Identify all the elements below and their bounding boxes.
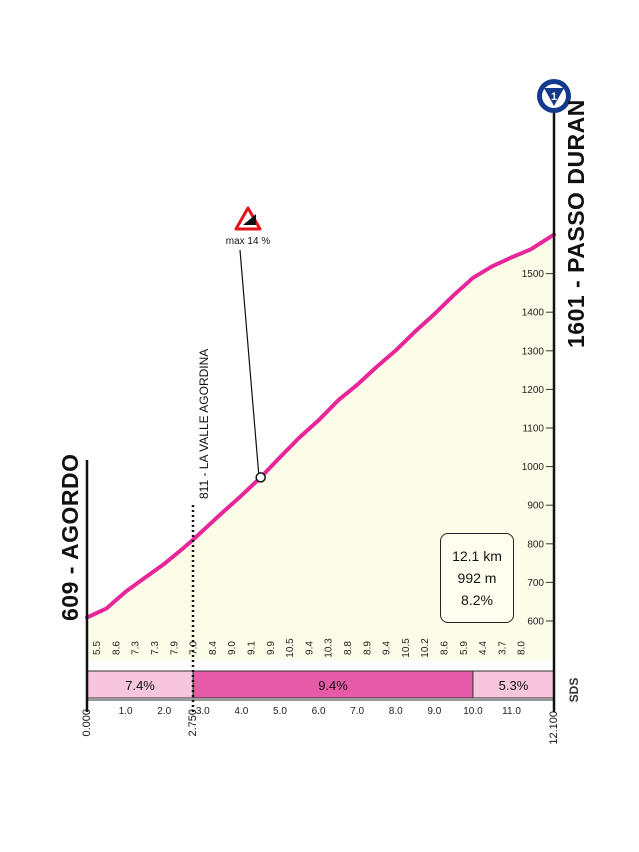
gradient-label: 9.4 (304, 641, 315, 655)
km-tick-label: 5.0 (273, 706, 287, 717)
summary-avg-gradient: 8.2% (461, 592, 493, 608)
finish-name: PASSO DURAN (563, 99, 589, 273)
intermediate-name: LA VALLE AGORDINA (197, 348, 211, 470)
gradient-label: 10.3 (324, 638, 335, 658)
km-tick-label: 8.0 (389, 706, 403, 717)
gradient-labels: 5.5 8.6 7.3 7.3 7.9 7.0 8.4 9.0 9.1 9.9 10.5 9.4 10.… (92, 638, 528, 658)
gradient-label: 7.3 (131, 641, 142, 655)
steep-warning-icon (234, 206, 262, 231)
gradient-segment-label: 9.4% (318, 678, 348, 693)
km-tick-label: 3.0 (196, 706, 210, 717)
gradient-label: 9.0 (227, 641, 238, 655)
altitude-tick-label: 900 (527, 501, 544, 512)
max-gradient-point (255, 472, 266, 483)
altitude-tick-label: 1300 (522, 346, 545, 357)
km-tick-label: 1.0 (119, 706, 133, 717)
intermediate-km-label: 2.750 (187, 709, 199, 737)
gradient-label: 4.4 (478, 641, 489, 655)
summary-distance: 12.1 km (452, 548, 502, 564)
max-gradient-pointer (239, 249, 260, 474)
gradient-segment-label: 7.4% (125, 678, 155, 693)
gradient-label: 10.5 (401, 638, 412, 658)
gradient-label: 5.9 (459, 641, 470, 655)
gradient-label: 9.9 (266, 641, 277, 655)
altitude-ticks: 600 700 800 900 1000 1100 1200 1300 1400 1500 (522, 269, 554, 628)
gradient-label: 8.9 (362, 641, 373, 655)
profile-area-fill (87, 234, 554, 660)
km-ticks: 1.0 2.0 3.0 4.0 5.0 6.0 7.0 8.0 9.0 10.0 11.0 (87, 699, 554, 717)
gradient-label: 8.4 (208, 641, 219, 655)
altitude-tick-label: 1000 (522, 462, 545, 473)
altitude-tick-label: 1400 (522, 308, 545, 319)
gradient-label: 8.8 (343, 641, 354, 655)
finish-label: 1601 - PASSO DURAN (563, 99, 589, 348)
gradient-label: 9.4 (382, 641, 393, 655)
finish-badge-icon: 1 (537, 79, 571, 113)
gradient-label: 10.2 (420, 638, 431, 658)
gradient-label: 5.5 (92, 641, 103, 655)
km-tick-label: 2.0 (157, 706, 171, 717)
km-tick-label: 4.0 (234, 706, 248, 717)
gradient-label: 7.9 (169, 641, 180, 655)
altitude-tick-label: 1200 (522, 385, 545, 396)
summary-box: 12.1 km 992 m 8.2% (440, 533, 514, 623)
gradient-label: 8.0 (517, 641, 528, 655)
gradient-segment-bar: 7.4% 9.4% 5.3% (86, 670, 555, 699)
gradient-label: 8.6 (111, 641, 122, 655)
km-tick-label: 6.0 (312, 706, 326, 717)
max-gradient-marker: max 14 % (226, 206, 271, 483)
gradient-segment-label: 5.3% (499, 678, 529, 693)
km-tick-label: 10.0 (463, 706, 483, 717)
gradient-segment (192, 670, 474, 699)
gradient-label: 9.1 (247, 641, 258, 655)
profile-line (85, 232, 556, 620)
gradient-label: 8.6 (440, 641, 451, 655)
gradient-label: 7.0 (189, 641, 200, 655)
gradient-label: 3.7 (497, 641, 508, 655)
max-gradient-label: max 14 % (226, 236, 271, 247)
intermediate-altitude: 811 (197, 479, 211, 499)
finish-km-label: 12.100 (548, 711, 560, 745)
start-km-label: 0.000 (81, 709, 93, 737)
gradient-label: 10.5 (285, 638, 296, 658)
altitude-tick-label: 1100 (522, 424, 544, 435)
km-tick-label: 11.0 (502, 706, 521, 717)
gradient-segment (472, 670, 555, 699)
summary-elevation-gain: 992 m (457, 570, 497, 586)
altitude-tick-label: 800 (527, 539, 544, 550)
brand-logo: SDS (567, 678, 581, 703)
km-tick-label: 7.0 (350, 706, 364, 717)
start-label: 609 - AGORDO (57, 453, 83, 621)
finish-altitude: 1601 (563, 294, 589, 348)
gradient-label: 7.3 (150, 641, 161, 655)
intermediate-label: 811 - LA VALLE AGORDINA (197, 348, 211, 499)
altitude-tick-label: 700 (527, 578, 544, 589)
start-altitude: 609 (57, 581, 83, 621)
altitude-tick-label: 600 (527, 617, 544, 628)
start-name: AGORDO (57, 453, 83, 561)
finish-badge-label: 1 (551, 91, 557, 103)
km-tick-label: 9.0 (427, 706, 441, 717)
altitude-tick-label: 1500 (522, 269, 545, 280)
